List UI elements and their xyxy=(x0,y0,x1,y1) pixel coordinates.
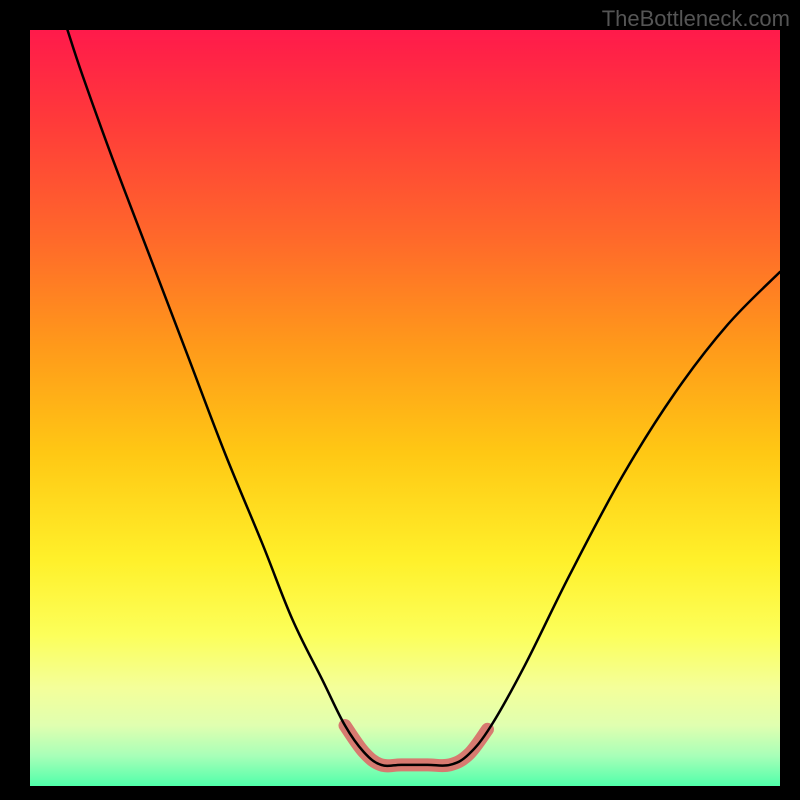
chart-svg xyxy=(0,0,800,800)
watermark-text: TheBottleneck.com xyxy=(602,6,790,32)
plot-background xyxy=(30,30,780,786)
chart-container: TheBottleneck.com xyxy=(0,0,800,800)
